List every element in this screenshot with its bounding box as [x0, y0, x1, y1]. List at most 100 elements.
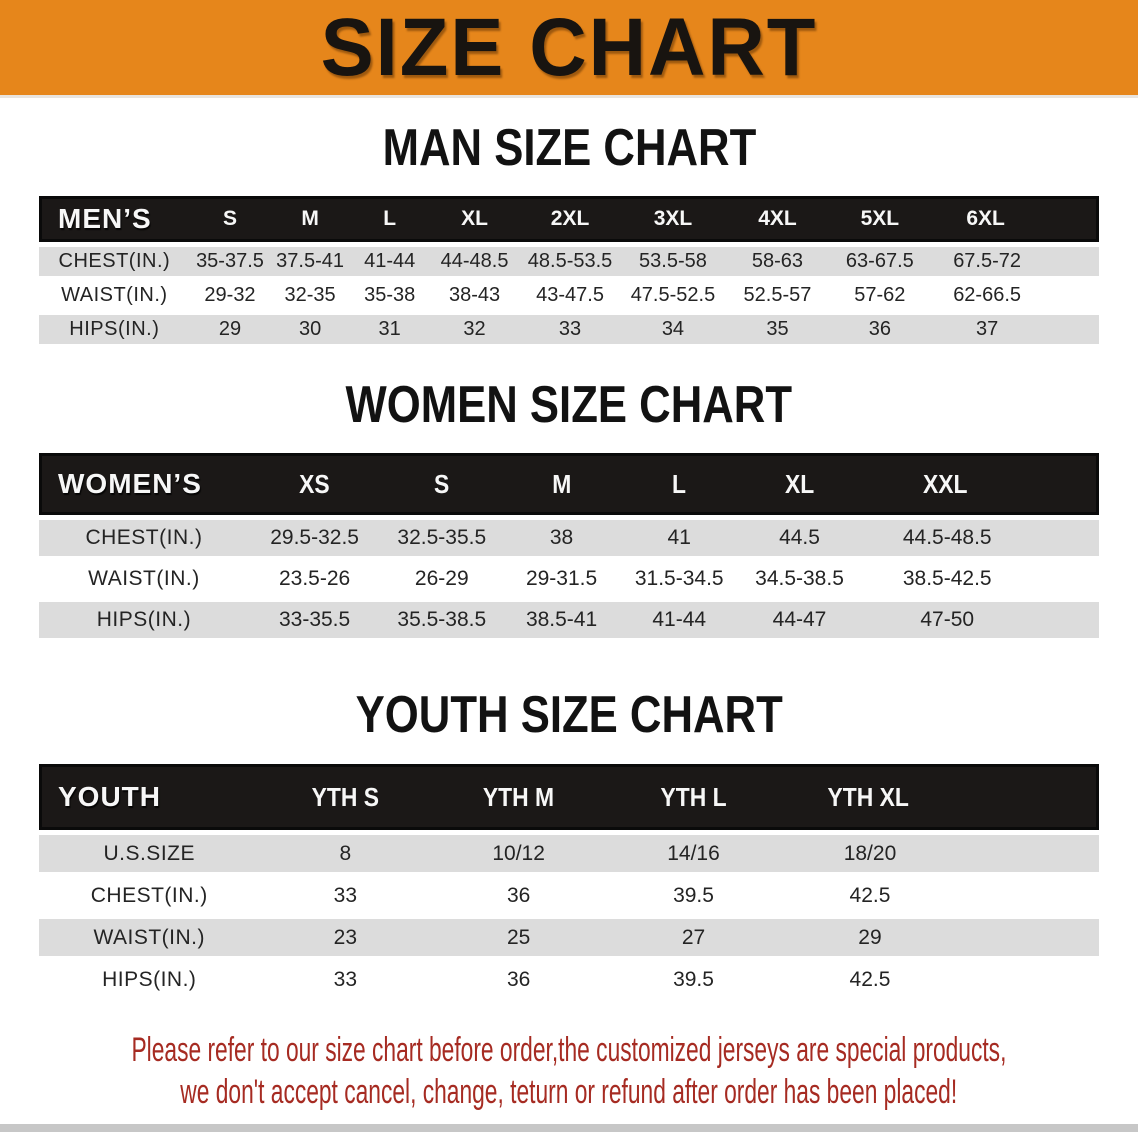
men-size-table: MEN’S S M L XL 2XL 3XL 4XL 5XL 6XL CHEST(IN.) 35-37… — [39, 191, 1099, 349]
youth-measure-row: CHEST(IN.) 33 36 39.5 42.5 — [39, 877, 1099, 914]
youth-header-row: YOUTH YTH S YTH M YTH L YTH XL — [39, 764, 1099, 830]
men-value-cell: 67.5-72 — [930, 247, 1099, 276]
youth-value-cell: 25 — [431, 919, 607, 956]
men-measure-row: HIPS(IN.) 29 30 31 32 33 34 35 36 37 — [39, 315, 1099, 344]
men-value-cell: 44-48.5 — [429, 247, 520, 276]
youth-size-table-container: YOUTH YTH S YTH M YTH L YTH XL U.S.SIZE 8 10/12… — [39, 759, 1099, 1003]
women-value-cell: 44.5 — [738, 520, 861, 556]
youth-value-cell: 14/16 — [606, 835, 781, 872]
men-size-column-label: 3XL — [653, 207, 693, 230]
women-value-cell: 34.5-38.5 — [738, 561, 861, 597]
men-size-table-container: MEN’S S M L XL 2XL 3XL 4XL 5XL 6XL CHEST(IN.) 35-37… — [39, 191, 1099, 349]
women-size-column-label: S — [434, 468, 450, 499]
women-size-table-container: WOMEN’S XS S M L XL XXL CHEST(IN.) 29.5-32.5 32.5… — [39, 448, 1099, 643]
men-value-cell: 62-66.5 — [930, 281, 1099, 310]
men-size-column-label: 5XL — [860, 207, 900, 230]
men-size-column-label: 2XL — [550, 207, 590, 230]
youth-size-column-header: YTH M — [431, 764, 607, 830]
youth-row-label: WAIST(IN.) — [39, 919, 260, 956]
men-size-column-header: L — [349, 196, 430, 242]
men-measure-row: CHEST(IN.) 35-37.5 37.5-41 41-44 44-48.5 48.5… — [39, 247, 1099, 276]
women-size-column-label: XL — [784, 468, 815, 499]
disclaimer-line-1-text: Please refer to our size chart before or… — [131, 1030, 1007, 1069]
youth-row-label: U.S.SIZE — [39, 835, 260, 872]
disclaimer: Please refer to our size chart before or… — [0, 1029, 1138, 1113]
women-value-cell: 35.5-38.5 — [380, 602, 504, 638]
women-section-heading: WOMEN SIZE CHART — [0, 379, 1138, 431]
youth-size-column-label: YTH L — [660, 781, 727, 812]
youth-section-heading: YOUTH SIZE CHART — [0, 689, 1138, 741]
men-value-cell: 37.5-41 — [270, 247, 350, 276]
men-size-column-header: 2XL — [519, 196, 621, 242]
men-value-cell: 34 — [620, 315, 726, 344]
men-size-column-label: 4XL — [758, 207, 797, 230]
youth-size-column-label: YTH XL — [827, 781, 910, 812]
youth-row-label: HIPS(IN.) — [39, 961, 260, 998]
disclaimer-line-2-text: we don't accept cancel, change, teturn o… — [180, 1072, 958, 1111]
men-size-column-label: S — [222, 207, 237, 230]
women-value-cell: 29-31.5 — [503, 561, 620, 597]
men-size-column-header: XL — [429, 196, 520, 242]
men-value-cell: 38-43 — [429, 281, 520, 310]
men-value-cell: 58-63 — [725, 247, 830, 276]
women-size-column-label: M — [552, 468, 572, 499]
women-value-cell: 44.5-48.5 — [860, 520, 1099, 556]
women-measure-row: WAIST(IN.) 23.5-26 26-29 29-31.5 31.5-34.5 34… — [39, 561, 1099, 597]
youth-size-table: YOUTH YTH S YTH M YTH L YTH XL U.S.SIZE 8 10/12… — [39, 759, 1099, 1003]
women-value-cell: 44-47 — [738, 602, 861, 638]
men-value-cell: 43-47.5 — [519, 281, 621, 310]
women-size-column-header: L — [619, 453, 739, 515]
men-value-cell: 48.5-53.5 — [519, 247, 621, 276]
youth-measure-row: HIPS(IN.) 33 36 39.5 42.5 — [39, 961, 1099, 998]
women-section-heading-text: WOMEN SIZE CHART — [345, 376, 793, 434]
women-size-column-header: M — [503, 453, 620, 515]
youth-size-column-label: YTH S — [311, 781, 380, 812]
men-size-column-header: 4XL — [725, 196, 830, 242]
youth-group-label: YOUTH — [39, 764, 260, 830]
men-header-row: MEN’S S M L XL 2XL 3XL 4XL 5XL 6XL — [39, 196, 1099, 242]
disclaimer-line-1: Please refer to our size chart before or… — [0, 1029, 1138, 1071]
women-size-table: WOMEN’S XS S M L XL XXL CHEST(IN.) 29.5-32.5 32.5… — [39, 448, 1099, 643]
men-size-column-label: M — [301, 207, 319, 230]
men-size-column-header: 5XL — [829, 196, 931, 242]
men-value-cell: 37 — [930, 315, 1099, 344]
women-size-column-header: XXL — [860, 453, 1099, 515]
men-row-label: CHEST(IN.) — [39, 247, 190, 276]
women-value-cell: 41 — [619, 520, 739, 556]
women-size-column-label: XS — [299, 468, 330, 499]
youth-size-column-header: YTH L — [606, 764, 781, 830]
men-value-cell: 47.5-52.5 — [620, 281, 726, 310]
men-value-cell: 53.5-58 — [620, 247, 726, 276]
men-value-cell: 35 — [725, 315, 830, 344]
men-value-cell: 57-62 — [829, 281, 931, 310]
youth-measure-row: WAIST(IN.) 23 25 27 29 — [39, 919, 1099, 956]
youth-value-cell: 42.5 — [780, 961, 1099, 998]
youth-value-cell: 36 — [431, 961, 607, 998]
banner: SIZE CHART — [0, 0, 1138, 98]
women-size-column-header: XS — [248, 453, 381, 515]
women-value-cell: 26-29 — [380, 561, 504, 597]
men-size-column-label: 6XL — [966, 207, 1005, 230]
women-value-cell: 38.5-41 — [503, 602, 620, 638]
youth-row-label: CHEST(IN.) — [39, 877, 260, 914]
men-group-label: MEN’S — [39, 196, 190, 242]
women-header-row: WOMEN’S XS S M L XL XXL — [39, 453, 1099, 515]
women-value-cell: 41-44 — [619, 602, 739, 638]
women-measure-row: HIPS(IN.) 33-35.5 35.5-38.5 38.5-41 41-44 44-… — [39, 602, 1099, 638]
youth-value-cell: 18/20 — [780, 835, 1099, 872]
women-value-cell: 32.5-35.5 — [380, 520, 504, 556]
men-value-cell: 29-32 — [189, 281, 271, 310]
bottom-strip — [0, 1124, 1138, 1132]
youth-value-cell: 8 — [259, 835, 432, 872]
women-value-cell: 38.5-42.5 — [860, 561, 1099, 597]
women-value-cell: 33-35.5 — [248, 602, 381, 638]
men-value-cell: 36 — [829, 315, 931, 344]
men-size-column-header: 6XL — [930, 196, 1099, 242]
men-value-cell: 35-37.5 — [189, 247, 271, 276]
youth-size-column-header: YTH XL — [780, 764, 1099, 830]
women-group-label: WOMEN’S — [39, 453, 249, 515]
youth-value-cell: 29 — [780, 919, 1099, 956]
men-value-cell: 32-35 — [270, 281, 350, 310]
men-value-cell: 35-38 — [349, 281, 430, 310]
banner-title: SIZE CHART — [320, 1, 818, 93]
